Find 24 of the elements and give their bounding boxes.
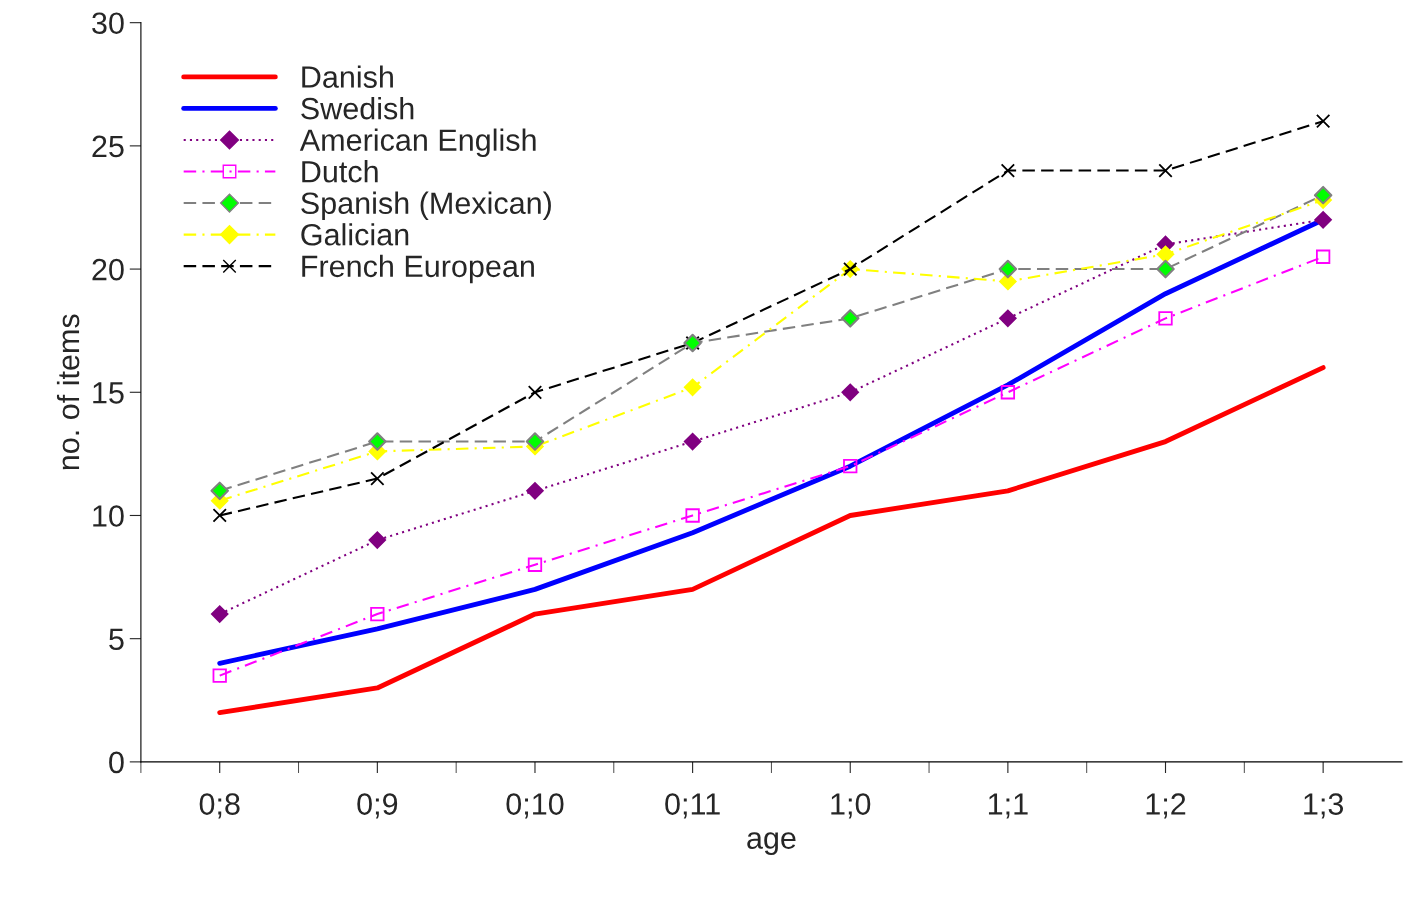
legend-label: American English: [299, 128, 536, 158]
y-tick-label: 20: [92, 258, 124, 281]
legend-label: Danish: [302, 65, 393, 88]
y-tick-label: 5: [109, 628, 124, 651]
x-tick-label: 0;11: [665, 793, 720, 819]
legend-label: French European: [302, 254, 534, 284]
x-tick-label: 1;1: [988, 793, 1028, 819]
legend-label: Swedish: [301, 96, 414, 120]
x-tick-label: 0;8: [199, 793, 240, 819]
x-tick-label: 1;2: [1146, 793, 1186, 819]
x-tick-label: 1;3: [1304, 793, 1344, 819]
legend-label: Dutch: [302, 160, 378, 183]
x-tick-label: 1;0: [831, 793, 871, 819]
y-tick-label: 25: [92, 135, 124, 158]
x-axis-title: age: [747, 832, 796, 855]
legend-label: Spanish (Mexican): [301, 191, 551, 221]
legend-label: Galician: [301, 223, 409, 246]
y-axis-title: no. of items: [56, 314, 80, 470]
y-tick-label: 0: [109, 751, 124, 774]
y-tick-label: 10: [93, 505, 124, 527]
x-tick-label: 0;9: [357, 793, 398, 819]
x-tick-label: 0;10: [506, 793, 564, 819]
y-tick-label: 30: [92, 12, 124, 35]
y-tick-label: 15: [93, 382, 124, 404]
